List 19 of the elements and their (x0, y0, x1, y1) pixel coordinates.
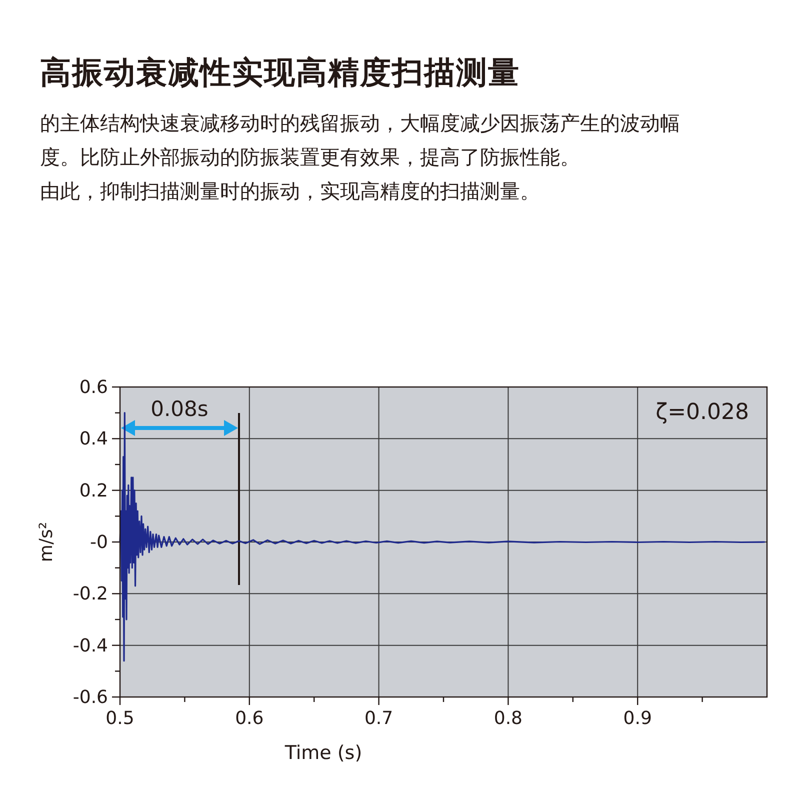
y-tick-label: 0.4 (79, 428, 108, 450)
y-tick-label: -0.2 (72, 584, 108, 605)
y-tick-label: -0.6 (72, 687, 108, 708)
y-tick-label: -0.4 (72, 635, 108, 656)
x-tick-label: 0.6 (235, 708, 264, 729)
annotation: 0.08s (150, 397, 208, 421)
x-axis-title: Time (s) (284, 742, 362, 764)
x-tick-label: 0.7 (364, 708, 394, 729)
text: 由此，抑制扫描测量时的振动，实现高精度的扫描测量。 (40, 178, 541, 205)
y-axis-title: m/s² (36, 522, 57, 562)
y-tick-label: -0 (90, 532, 108, 553)
x-tick-label: 0.8 (494, 708, 523, 729)
annotation: ζ=0.028 (656, 400, 749, 425)
x-tick-label: 0.5 (106, 708, 134, 729)
y-tick-label: 0.6 (79, 377, 108, 398)
chart-subtitle: 的主体结构快速衰减移动时的残留振动，大幅度减少因振荡产生的波动幅度。比防止外部振动的防振装置更有效果，提高了防振性能。 (40, 110, 681, 171)
x-tick-label: 0.9 (623, 708, 652, 729)
y-tick-label: 0.2 (79, 480, 108, 502)
chart-title: 高振动衰减性实现高精度扫描测量 (40, 54, 520, 93)
